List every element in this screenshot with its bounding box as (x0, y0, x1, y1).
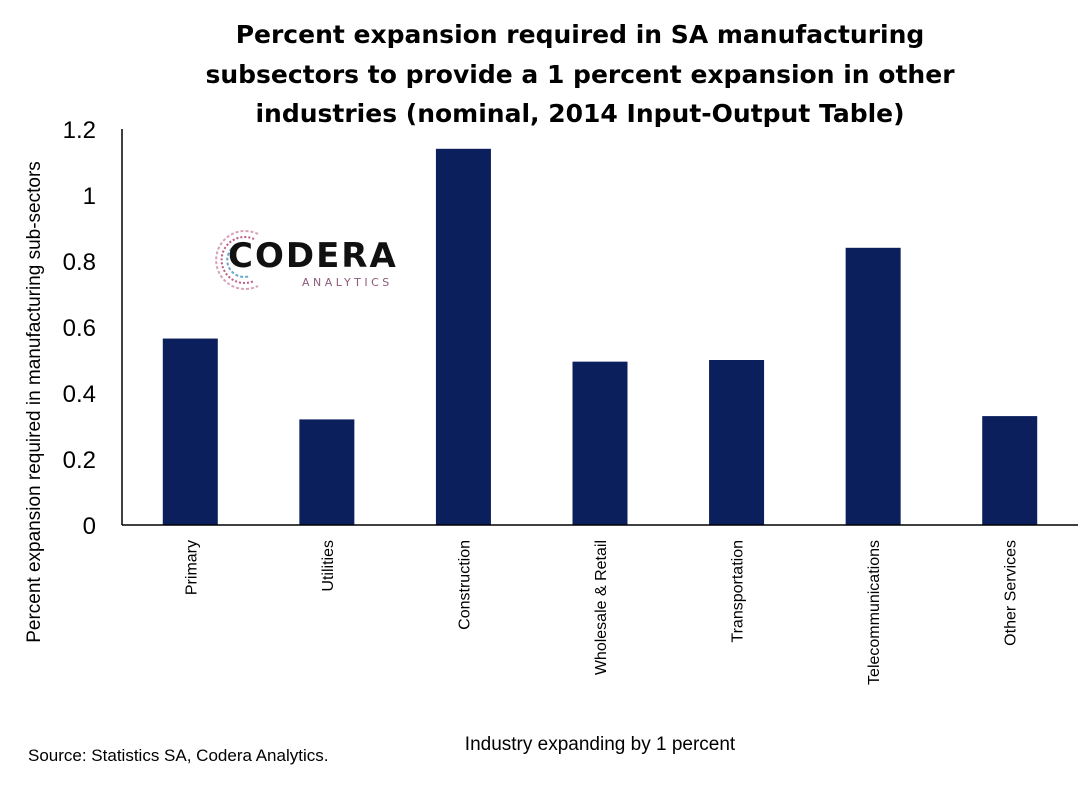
x-tick-label: Other Services (1003, 540, 1020, 646)
x-tick-label: Utilities (320, 540, 337, 592)
x-tick-label: Transportation (730, 540, 747, 643)
codera-logo-mark-icon (215, 230, 259, 290)
bar-other-services (982, 416, 1038, 525)
logo-wordmark: CODERA (228, 236, 398, 276)
bar-telecommunications (845, 247, 901, 526)
y-tick-label: 0.2 (63, 447, 96, 474)
chart-title-line-2: subsectors to provide a 1 percent expans… (205, 60, 955, 89)
y-axis-title: Percent expansion required in manufactur… (24, 161, 45, 643)
x-axis-title: Industry expanding by 1 percent (465, 734, 736, 755)
x-tick-label: Wholesale & Retail (593, 540, 610, 675)
x-tick-label: Telecommunications (866, 540, 883, 685)
bar-construction (435, 148, 491, 526)
chart-title-line-3: industries (nominal, 2014 Input-Output T… (255, 99, 905, 128)
y-tick-label: 0.8 (63, 249, 96, 276)
chart-title-line-1: Percent expansion required in SA manufac… (235, 20, 925, 49)
y-tick-label: 0 (83, 513, 96, 540)
logo-subtitle: ANALYTICS (302, 276, 393, 289)
codera-logo: CODERA ANALYTICS (210, 226, 415, 292)
bar-transportation (709, 360, 765, 525)
y-tick-label: 1.2 (63, 117, 96, 144)
y-tick-label: 0.4 (63, 381, 96, 408)
source-note: Source: Statistics SA, Codera Analytics. (28, 746, 329, 765)
bar-primary (162, 338, 218, 525)
bar-wholesale-retail (572, 361, 628, 525)
y-tick-label: 1 (83, 183, 96, 210)
y-tick-label: 0.6 (63, 315, 96, 342)
x-tick-label: Primary (183, 540, 200, 595)
bar-utilities (299, 419, 355, 525)
x-tick-label: Construction (456, 540, 473, 630)
